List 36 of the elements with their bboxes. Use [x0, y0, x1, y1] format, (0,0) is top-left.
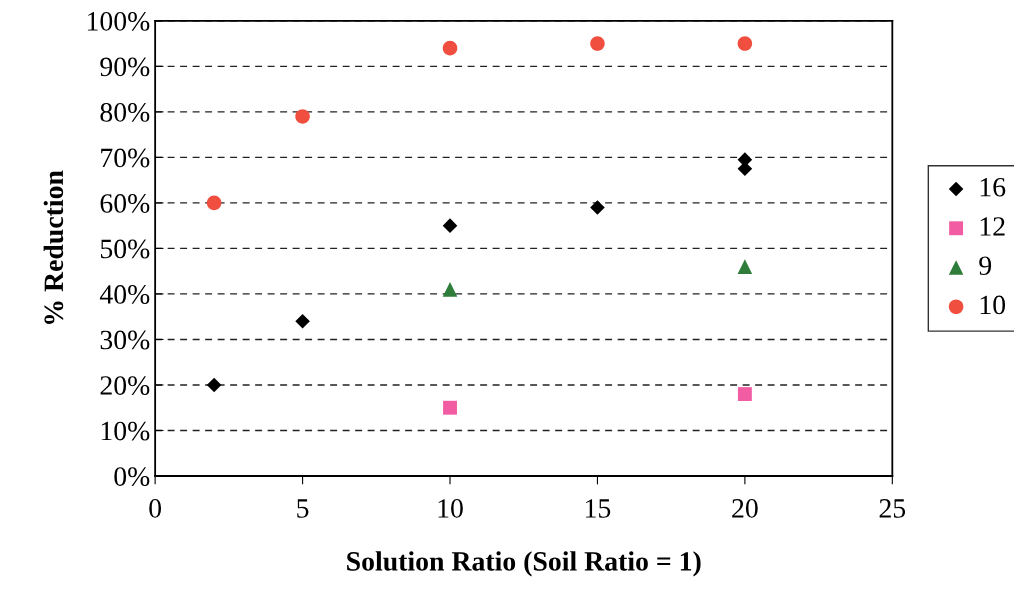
- point: [442, 218, 458, 233]
- point: [590, 200, 605, 215]
- point: [295, 109, 310, 124]
- point: [443, 400, 457, 415]
- y-tick-label: 30%: [100, 330, 150, 350]
- point: [737, 36, 753, 51]
- point: [737, 387, 752, 402]
- y-tick-label: 20%: [100, 376, 150, 395]
- y-tick-label: 60%: [100, 194, 150, 213]
- y-tick-label: 0%: [114, 467, 150, 486]
- x-tick-label: 15: [586, 499, 611, 518]
- legend-label: 9: [979, 256, 992, 276]
- y-tick-label: 90%: [100, 57, 150, 77]
- y-tick-label: 70%: [101, 148, 150, 168]
- x-tick-label: 10: [438, 499, 463, 518]
- point: [442, 40, 458, 56]
- x-tick-label: 5: [297, 499, 309, 518]
- y-axis-title: % Reduction: [43, 170, 64, 324]
- y-tick-label: 50%: [100, 239, 150, 259]
- y-tick-label: 100%: [87, 11, 150, 31]
- x-axis-title: Solution Ratio (Soil Ratio = 1): [347, 551, 701, 577]
- point: [206, 195, 222, 211]
- y-tick-label: 40%: [99, 285, 150, 304]
- x-tick-label: 0: [149, 499, 162, 518]
- point: [737, 259, 753, 274]
- legend-label: 12: [980, 217, 1005, 236]
- y-tick-label: 80%: [100, 103, 150, 122]
- x-tick-label: 20: [732, 499, 758, 518]
- legend-label: 10: [980, 295, 1006, 315]
- legend-label: 16: [980, 177, 1006, 197]
- y-tick-label: 10%: [101, 421, 150, 441]
- point: [206, 377, 222, 393]
- point: [590, 36, 605, 51]
- point: [442, 282, 458, 297]
- point: [295, 313, 310, 329]
- x-tick-label: 25: [879, 499, 906, 518]
